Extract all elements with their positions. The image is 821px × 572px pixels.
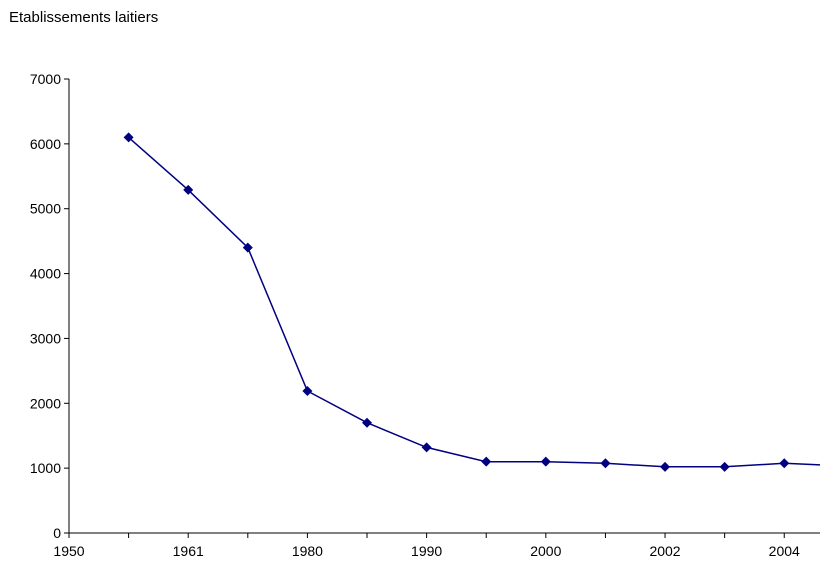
series-line xyxy=(128,136,821,468)
data-point-marker xyxy=(540,456,551,467)
y-tick-label: 6000 xyxy=(30,136,61,152)
y-tick-label: 4000 xyxy=(30,266,61,282)
data-point-marker xyxy=(302,385,313,396)
x-tick-label: 1961 xyxy=(173,543,204,559)
data-point-marker xyxy=(123,132,134,143)
x-tick-label: 1990 xyxy=(411,543,442,559)
data-point-marker xyxy=(362,417,373,428)
y-tick-label: 5000 xyxy=(30,201,61,217)
data-point-marker xyxy=(660,461,671,472)
data-point-marker xyxy=(421,442,432,453)
y-tick-label: 0 xyxy=(53,525,61,541)
y-axis: 0 1000 2000 3000 4000 5000 6000 7000 xyxy=(30,71,70,541)
data-point-marker xyxy=(600,458,611,469)
x-tick-label: 2004 xyxy=(769,543,800,559)
y-tick-label: 3000 xyxy=(30,330,61,346)
chart-title: Etablissements laitiers xyxy=(9,9,159,26)
x-tick-label: 2002 xyxy=(649,543,680,559)
x-axis: 1950 1961 1980 1990 2000 2002 2004 xyxy=(53,532,820,559)
data-point-marker xyxy=(779,458,790,469)
data-point-marker xyxy=(242,242,253,253)
x-tick-label: 2000 xyxy=(530,543,561,559)
y-tick-label: 2000 xyxy=(30,395,61,411)
y-tick-label: 7000 xyxy=(30,71,61,87)
y-tick-label: 1000 xyxy=(30,460,61,476)
series xyxy=(123,132,821,472)
data-point-marker xyxy=(719,461,730,472)
data-point-marker xyxy=(183,184,194,195)
data-point-marker xyxy=(481,456,492,467)
x-tick-label: 1980 xyxy=(292,543,323,559)
x-tick-label: 1950 xyxy=(53,543,84,559)
